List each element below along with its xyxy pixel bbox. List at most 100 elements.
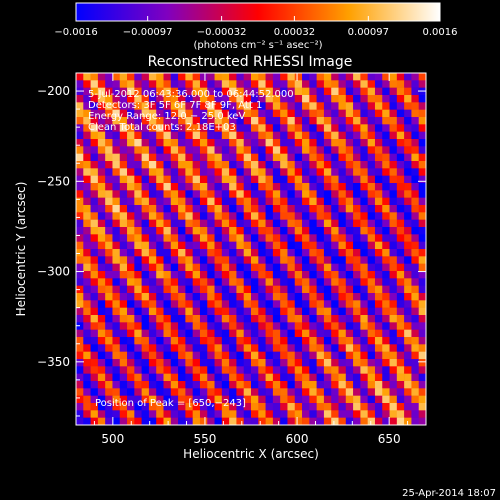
heatmap-cell [418,271,427,279]
heatmap-cell [148,307,157,316]
heatmap-cell [382,417,390,426]
heatmap-cell [323,168,332,176]
heatmap-cell [178,381,186,389]
heatmap-cell [105,73,113,81]
heatmap-cell [178,359,186,367]
heatmap-cell [345,300,354,308]
heatmap-cell [345,190,354,198]
heatmap-cell [83,205,91,213]
heatmap-cell [141,344,150,352]
heatmap-cell [411,403,420,411]
heatmap-cell [294,293,303,301]
heatmap-cell [236,109,245,118]
heatmap-cell [134,249,142,257]
heatmap-cell [396,73,405,81]
heatmap-cell [280,263,288,272]
heatmap-cell [389,322,398,330]
heatmap-cell [163,131,172,140]
heatmap-cell [265,351,274,360]
heatmap-cell [280,80,288,88]
colorbar-tick-labels: −0.0016 −0.00097 −0.00032 0.00032 0.00097 0.0… [54,27,457,38]
heatmap-cell [170,307,179,316]
heatmap-cell [83,102,91,110]
heatmap-cell [309,109,317,118]
heatmap-cell [199,417,208,426]
heatmap-cell [353,285,361,294]
heatmap-cell [294,351,303,360]
heatmap-cell [367,109,376,118]
heatmap-cell [367,417,376,426]
heatmap-cell [119,153,128,162]
heatmap-cell [236,388,245,396]
heatmap-cell [178,205,186,213]
heatmap-cell [258,131,266,140]
heatmap-cell [396,278,405,286]
heatmap-cell [258,307,266,316]
heatmap-cell [316,351,325,360]
heatmap-cell [76,190,84,198]
heatmap-cell [404,197,412,206]
heatmap-cell [302,197,310,206]
heatmap-cell [411,344,420,352]
heatmap-cell [418,109,427,118]
heatmap-cell [170,146,179,154]
heatmap-cell [382,271,390,279]
heatmap-cell [396,263,405,272]
heatmap-cell [345,337,354,345]
heatmap-cell [192,168,201,176]
heatmap-cell [185,190,193,198]
heatmap-cell [404,395,412,404]
heatmap-cell [119,102,128,110]
heatmap-cell [134,278,142,286]
heatmap-cell [367,219,376,228]
heatmap-cell [127,344,135,352]
heatmap-cell [207,417,215,426]
heatmap-cell [272,168,281,176]
heatmap-cell [353,117,361,125]
heatmap-cell [272,73,281,81]
heatmap-cell [170,80,179,88]
heatmap-cell [418,373,427,382]
heatmap-cell [302,285,310,294]
heatmap-cell [323,329,332,338]
heatmap-cell [302,190,310,198]
heatmap-cell [367,403,376,411]
heatmap-cell [411,190,420,198]
heatmap-cell [112,146,121,154]
heatmap-cell [119,117,128,125]
heatmap-cell [309,285,317,294]
heatmap-cell [229,168,237,176]
heatmap-cell [382,241,390,250]
heatmap-cell [148,366,157,374]
heatmap-cell [345,168,354,176]
heatmap-cell [251,410,259,418]
heatmap-cell [105,395,113,404]
heatmap-cell [367,146,376,154]
heatmap-cell [207,205,215,213]
heatmap-cell [221,410,230,418]
heatmap-cell [214,381,223,389]
heatmap-cell [207,146,215,154]
heatmap-cell [229,278,237,286]
heatmap-cell [83,117,91,125]
heatmap-cell [119,359,128,367]
heatmap-cell [170,410,179,418]
heatmap-cell [207,388,215,396]
heatmap-cell [309,417,317,426]
heatmap-cell [367,344,376,352]
heatmap-cell [331,80,339,88]
heatmap-cell [236,205,245,213]
heatmap-cell [83,146,91,154]
heatmap-cell [389,234,398,242]
heatmap-cell [251,183,259,191]
heatmap-cell [251,212,259,220]
heatmap-cell [178,117,186,125]
heatmap-cell [236,410,245,418]
heatmap-cell [338,315,347,323]
heatmap-cell [199,256,208,264]
heatmap-cell [367,95,376,103]
heatmap-cell [83,190,91,198]
heatmap-cell [411,175,420,184]
heatmap-cell [243,403,252,411]
heatmap-cell [127,373,135,382]
